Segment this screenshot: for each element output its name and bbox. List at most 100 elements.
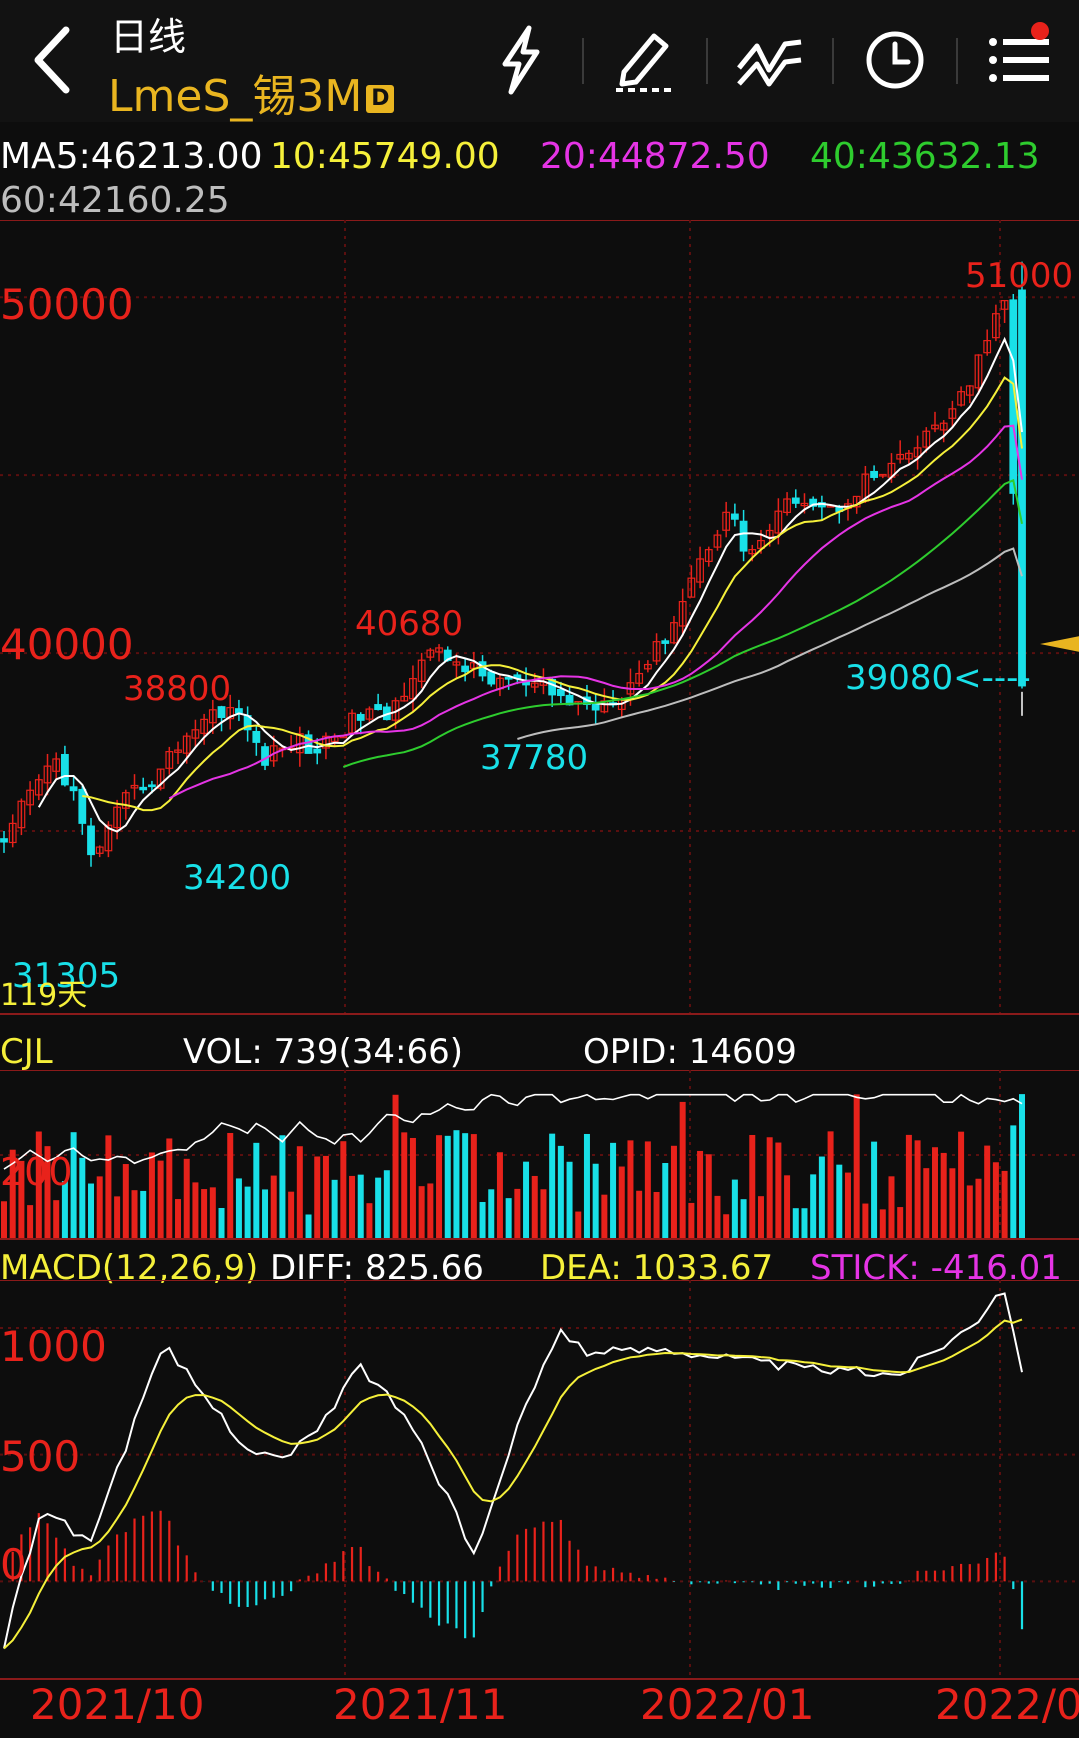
volume-bar	[453, 1130, 460, 1238]
candle-body	[165, 751, 174, 769]
macd-stick: STICK: -416.01	[810, 1248, 1062, 1288]
volume-bar	[662, 1163, 669, 1238]
candle-body	[191, 729, 200, 739]
volume-bar	[44, 1146, 51, 1238]
volume-bar	[105, 1135, 112, 1238]
pencil-icon[interactable]	[610, 22, 680, 98]
candle-body	[983, 340, 992, 354]
candle-body	[530, 682, 539, 688]
volume-bar	[209, 1187, 216, 1238]
candle-body	[748, 549, 757, 555]
volume-bar	[305, 1214, 312, 1238]
back-icon[interactable]	[28, 22, 78, 98]
volume-bar	[984, 1145, 991, 1238]
candle-body	[313, 748, 322, 754]
price-axis-label: 50000	[0, 280, 134, 329]
volume-bar	[70, 1132, 77, 1238]
volume-bar	[322, 1155, 329, 1238]
volume-bar	[644, 1141, 651, 1238]
volume-bar	[201, 1189, 208, 1238]
symbol-title[interactable]: LmeS_锡3M D	[108, 60, 395, 124]
volume-bar	[262, 1189, 269, 1238]
candle-body	[52, 758, 61, 772]
candle-body	[504, 676, 513, 680]
ma40-line	[342, 478, 1023, 768]
macd-chart[interactable]	[0, 1280, 1079, 1680]
current-price-arrow	[1040, 636, 1079, 652]
volume-bar	[270, 1175, 277, 1238]
candle-body	[0, 838, 8, 843]
volume-bar	[1019, 1094, 1025, 1238]
volume-bar	[610, 1142, 617, 1238]
toolbar-divider	[706, 38, 708, 84]
candle-body	[426, 649, 435, 658]
candle-body	[304, 734, 313, 754]
candle-body	[130, 784, 139, 789]
volume-bar	[244, 1186, 251, 1238]
volume-bar	[61, 1181, 68, 1238]
annotation-label: 38800	[123, 669, 232, 709]
volume-bar	[235, 1178, 242, 1238]
candle-body	[974, 354, 983, 389]
volume-bar	[18, 1160, 25, 1238]
ma10-value: 10:45749.00	[270, 136, 500, 177]
annotation-label: 31305	[12, 956, 121, 996]
candle-body	[922, 430, 931, 448]
menu-icon[interactable]	[985, 22, 1055, 98]
volume-bar	[418, 1186, 425, 1238]
candle-body	[904, 452, 913, 460]
volume-bar	[714, 1195, 721, 1238]
volume-bar	[444, 1135, 451, 1238]
volume-bar	[140, 1190, 147, 1238]
volume-bar	[279, 1135, 286, 1238]
indicator-icon[interactable]	[735, 22, 805, 98]
candle-body	[774, 510, 783, 534]
volume-bar	[636, 1190, 643, 1238]
volume-bar	[253, 1142, 260, 1238]
dea-line	[3, 1318, 1023, 1650]
price-axis-label: 40000	[0, 620, 134, 669]
candle-body	[78, 788, 87, 824]
volume-bar	[383, 1170, 390, 1238]
volume-bar	[122, 1164, 129, 1238]
macd-dea: DEA: 1033.67	[540, 1248, 774, 1288]
candle-body	[26, 789, 35, 806]
macd-diff: DIFF: 825.66	[270, 1248, 484, 1288]
volume-bar	[853, 1094, 860, 1238]
volume-bar	[288, 1191, 295, 1238]
volume-bar	[505, 1198, 512, 1238]
volume-bar	[975, 1178, 982, 1238]
volume-bar	[357, 1174, 364, 1238]
lightning-icon[interactable]	[485, 22, 555, 98]
candle-body	[34, 779, 43, 796]
notification-dot	[1031, 22, 1049, 40]
volume-bar	[923, 1168, 930, 1238]
candle-body	[374, 704, 383, 711]
candle-body	[61, 753, 69, 786]
candle-body	[43, 765, 52, 784]
toolbar-divider	[956, 38, 958, 84]
volume-bar	[540, 1189, 547, 1238]
ma20-line	[168, 424, 1023, 800]
volume-bar	[296, 1146, 303, 1238]
candle-body	[783, 498, 791, 514]
x-axis-label: 2022/0	[935, 1680, 1079, 1729]
top-toolbar: 日线 LmeS_锡3M D	[0, 0, 1079, 122]
volume-bar	[697, 1150, 704, 1238]
volume-bar	[992, 1162, 999, 1238]
volume-chart[interactable]	[0, 1070, 1079, 1240]
candle-body	[730, 513, 739, 520]
candle-body	[1000, 300, 1009, 310]
opid-line	[3, 1093, 1023, 1170]
macd-axis-label: 500	[0, 1432, 81, 1481]
volume-bar	[618, 1166, 625, 1238]
volume-value: VOL: 739(34:66)	[183, 1032, 464, 1072]
price-chart[interactable]	[0, 220, 1079, 1015]
volume-bar	[601, 1194, 608, 1238]
ma40-value: 40:43632.13	[810, 136, 1040, 177]
clock-icon[interactable]	[860, 22, 930, 98]
volume-bar	[549, 1133, 556, 1238]
candle-body	[931, 424, 939, 430]
volume-bar	[392, 1094, 399, 1238]
high-label: 51000	[965, 256, 1074, 296]
